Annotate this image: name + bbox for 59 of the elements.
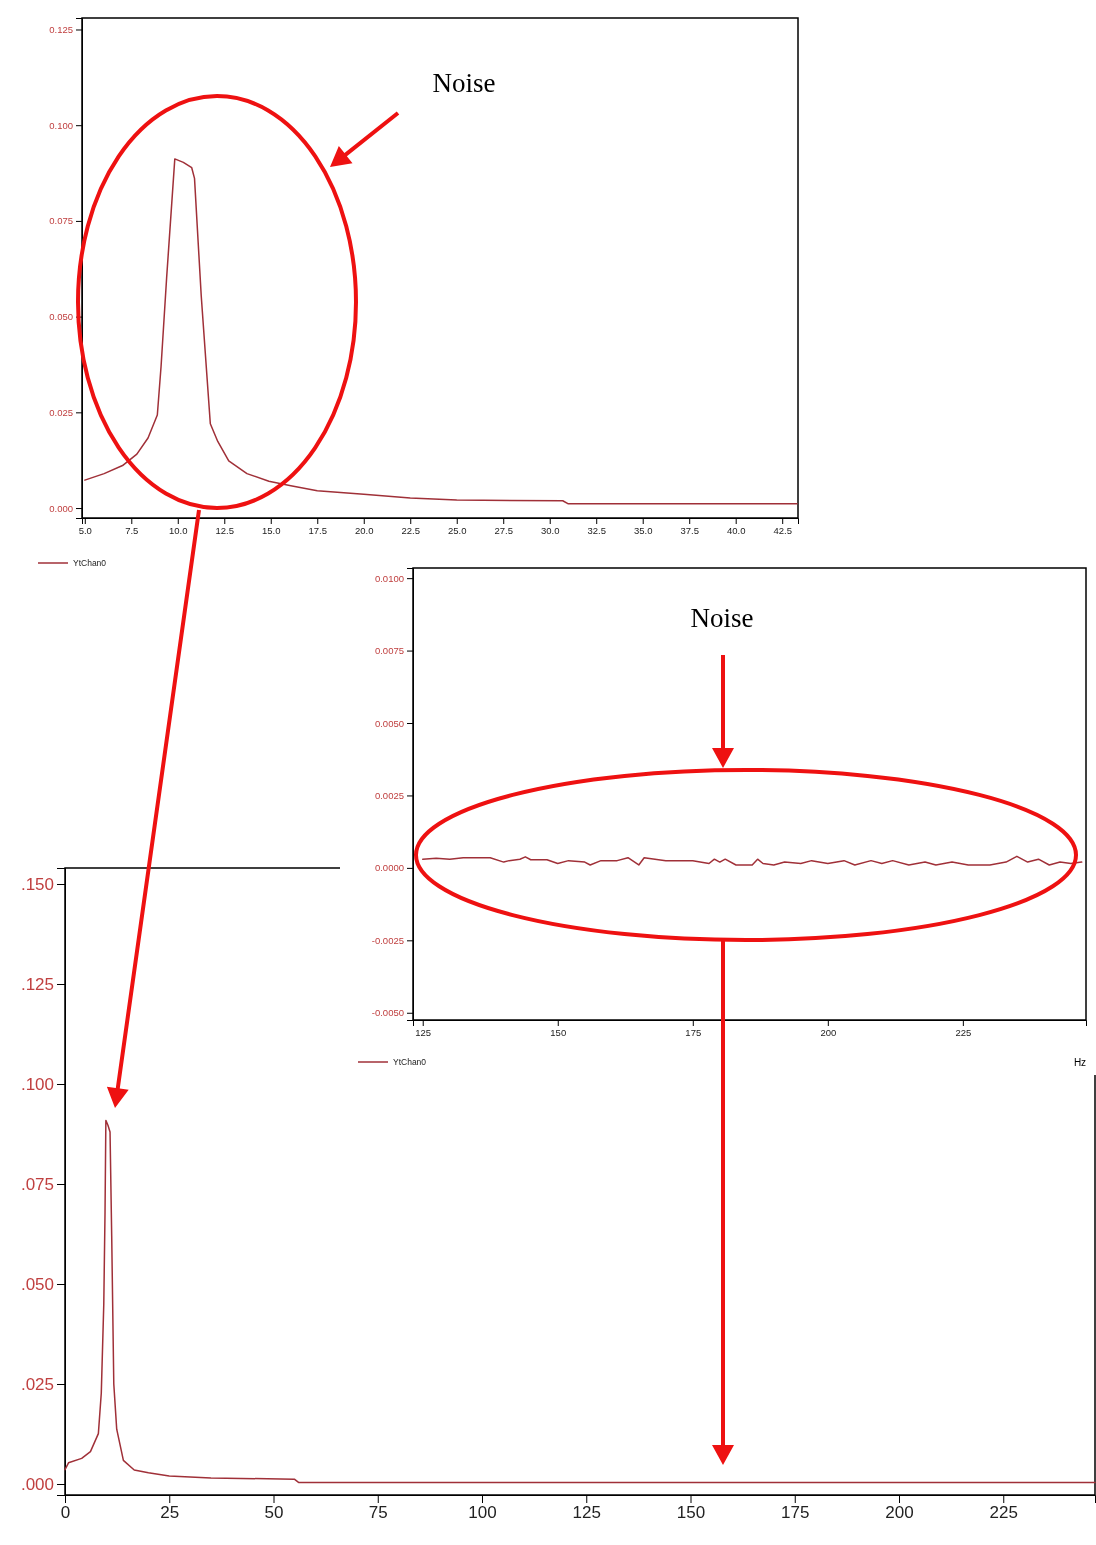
- x-tick-label: 225: [989, 1503, 1018, 1523]
- y-tick-label: .075: [20, 1174, 54, 1194]
- y-tick-label: 0.100: [49, 119, 73, 131]
- x-tick-label: 150: [676, 1503, 706, 1523]
- annotation: Noise: [690, 603, 754, 634]
- y-tick-label: .025: [20, 1374, 54, 1394]
- line-series: [84, 158, 798, 505]
- x-tick-label: 225: [955, 1026, 972, 1038]
- x-tick-label: 200: [885, 1503, 914, 1523]
- x-tick-label: 25: [160, 1503, 180, 1523]
- x-tick-label: 5.0: [78, 524, 92, 536]
- line-series: [421, 855, 1083, 866]
- y-tick-label: .100: [20, 1074, 54, 1094]
- x-tick-label: 50: [264, 1503, 284, 1523]
- x-tick-label: 100: [468, 1503, 497, 1523]
- y-tick-label: -0.0050: [371, 1007, 404, 1019]
- x-tick-label: 32.5: [587, 524, 606, 536]
- y-tick-label: 0.0075: [374, 645, 404, 657]
- y-tick-label: -0.0025: [371, 934, 404, 946]
- x-tick-label: 125: [415, 1026, 432, 1038]
- x-axis-title: Hz: [1073, 1057, 1087, 1068]
- legend-label: YtChan0: [73, 558, 107, 568]
- y-tick-label: 0.0025: [374, 789, 404, 801]
- y-tick-label: 0.050: [49, 311, 73, 323]
- y-tick-label: 0.0000: [374, 862, 404, 874]
- x-tick-label: 25.0: [447, 524, 467, 536]
- x-tick-label: 15.0: [262, 524, 281, 536]
- y-tick-label: 0.0100: [374, 572, 404, 584]
- x-tick-label: 0: [60, 1503, 71, 1523]
- legend-label: YtChan0: [393, 1057, 427, 1067]
- x-tick-label: 30.0: [540, 524, 560, 536]
- line-series: [64, 1119, 1096, 1484]
- x-tick-label: 75: [368, 1503, 388, 1523]
- annotation: Noise: [432, 68, 496, 99]
- x-tick-label: 17.5: [308, 524, 328, 536]
- y-tick-label: .050: [20, 1274, 54, 1294]
- x-tick-label: 175: [781, 1503, 810, 1523]
- x-tick-label: 27.5: [494, 524, 513, 536]
- x-tick-label: 10.0: [169, 524, 188, 536]
- x-tick-label: 150: [550, 1026, 567, 1038]
- x-tick-label: 35.0: [633, 524, 653, 536]
- x-tick-label: 20.0: [355, 524, 374, 536]
- x-tick-label: 42.5: [773, 524, 792, 536]
- x-tick-label: 22.5: [401, 524, 420, 536]
- y-tick-label: 0.0050: [374, 717, 404, 729]
- y-tick-label: 0.025: [49, 406, 73, 418]
- x-tick-label: 40.0: [726, 524, 746, 536]
- x-tick-label: 175: [685, 1026, 702, 1038]
- y-tick-label: 0.125: [49, 24, 73, 36]
- y-tick-label: .150: [20, 874, 54, 894]
- x-tick-label: 125: [572, 1503, 601, 1523]
- y-tick-label: 0.075: [49, 215, 73, 227]
- y-tick-label: 0.000: [49, 502, 73, 514]
- x-tick-label: 37.5: [680, 524, 699, 536]
- x-tick-label: 12.5: [215, 524, 235, 536]
- y-tick-label: .000: [20, 1474, 54, 1494]
- x-tick-label: 200: [820, 1026, 837, 1038]
- x-tick-label: 7.5: [125, 524, 139, 536]
- y-tick-label: .125: [20, 974, 54, 994]
